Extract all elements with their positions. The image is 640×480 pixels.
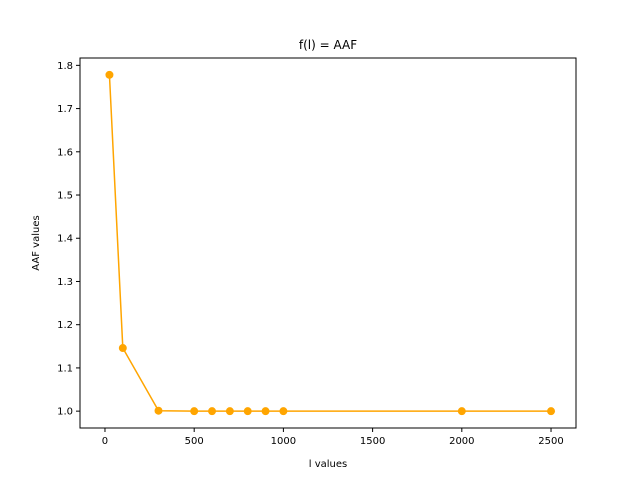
data-point <box>225 407 234 416</box>
y-tick-label: 1.0 <box>57 407 73 418</box>
data-point <box>261 407 270 416</box>
x-tick-label: 1000 <box>271 436 296 447</box>
data-point <box>547 407 556 416</box>
y-tick-label: 1.3 <box>57 277 73 288</box>
y-axis-label: AAF values <box>31 215 42 270</box>
y-tick-label: 1.7 <box>57 104 73 115</box>
chart-title: f(l) = AAF <box>299 38 357 52</box>
y-tick-label: 1.4 <box>57 234 73 245</box>
data-point <box>118 344 127 353</box>
x-tick-label: 0 <box>102 436 108 447</box>
y-tick-label: 1.8 <box>57 61 73 72</box>
y-tick-label: 1.2 <box>57 320 73 331</box>
x-tick-label: 1500 <box>360 436 385 447</box>
y-tick-label: 1.1 <box>57 363 73 374</box>
data-point <box>190 407 199 416</box>
y-tick-label: 1.5 <box>57 191 73 202</box>
data-point <box>279 407 288 416</box>
data-point <box>105 70 114 79</box>
y-tick-label: 1.6 <box>57 147 73 158</box>
data-point <box>243 407 252 416</box>
x-axis-label: l values <box>309 459 347 470</box>
data-point <box>457 407 466 416</box>
x-tick-label: 500 <box>185 436 204 447</box>
plot-frame <box>79 57 577 429</box>
data-point <box>154 406 163 415</box>
x-tick-label: 2500 <box>538 436 563 447</box>
data-series <box>105 70 556 416</box>
x-tick-label: 2000 <box>449 436 474 447</box>
axis-ticks: 0 500 1000 1500 2000 2500 1.0 1.1 1.2 1.3 1.4 1.5 1.… <box>57 61 564 447</box>
data-point <box>208 407 217 416</box>
